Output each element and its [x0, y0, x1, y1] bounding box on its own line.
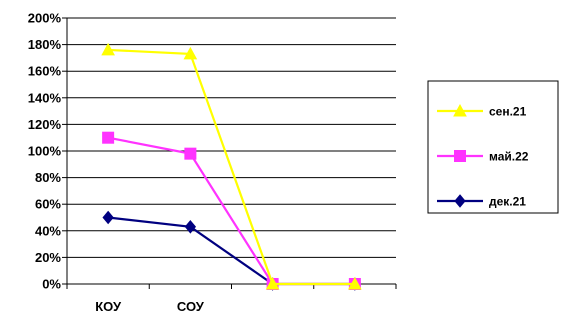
series-line [107, 136, 355, 286]
x-axis-tick-labels: КОУ СОУ [95, 299, 205, 314]
data-point [102, 131, 115, 144]
data-point [101, 42, 115, 56]
axes [62, 17, 397, 289]
gridlines [67, 17, 396, 258]
legend-label: май.22 [489, 150, 529, 164]
y-tick-label: 100% [28, 144, 62, 159]
legend-marker [454, 194, 466, 208]
data-point [102, 210, 114, 225]
y-tick-label: 160% [28, 64, 62, 79]
y-tick-label: 120% [28, 117, 62, 132]
y-tick-label: 140% [28, 90, 62, 105]
legend-label: сен.21 [489, 105, 527, 119]
legend-marker [453, 103, 467, 117]
x-tick-label: КОУ [95, 299, 122, 314]
y-tick-label: 60% [35, 197, 61, 212]
data-point [265, 276, 280, 290]
series-group [101, 42, 362, 291]
data-point [183, 46, 198, 60]
data-point [184, 220, 197, 234]
data-point [184, 147, 197, 160]
y-tick-label: 0% [42, 277, 61, 292]
y-tick-label: 180% [28, 37, 62, 52]
data-point [348, 276, 362, 290]
y-tick-label: 40% [35, 223, 61, 238]
legend-label: дек.21 [489, 195, 526, 209]
series-line [108, 48, 355, 286]
legend-entry-1: сен.21 [437, 103, 527, 119]
y-axis-tick-labels: 0% 20% 40% 60% 80% 100% 120% 140% 160% 180% 200% [28, 11, 62, 292]
series-1 [101, 42, 362, 290]
y-tick-label: 80% [35, 170, 61, 185]
series-3 [102, 210, 361, 291]
series-line [108, 216, 355, 286]
legend: сен.21 май.22 дек.21 [427, 80, 559, 214]
legend-entry-2: май.22 [437, 150, 529, 164]
x-tick-label: СОУ [177, 299, 205, 314]
y-tick-label: 20% [35, 250, 61, 265]
y-tick-label: 200% [28, 11, 62, 26]
legend-entry-3: дек.21 [437, 194, 526, 209]
series-2 [102, 131, 361, 290]
legend-marker [454, 150, 466, 162]
legend-box [427, 80, 559, 214]
